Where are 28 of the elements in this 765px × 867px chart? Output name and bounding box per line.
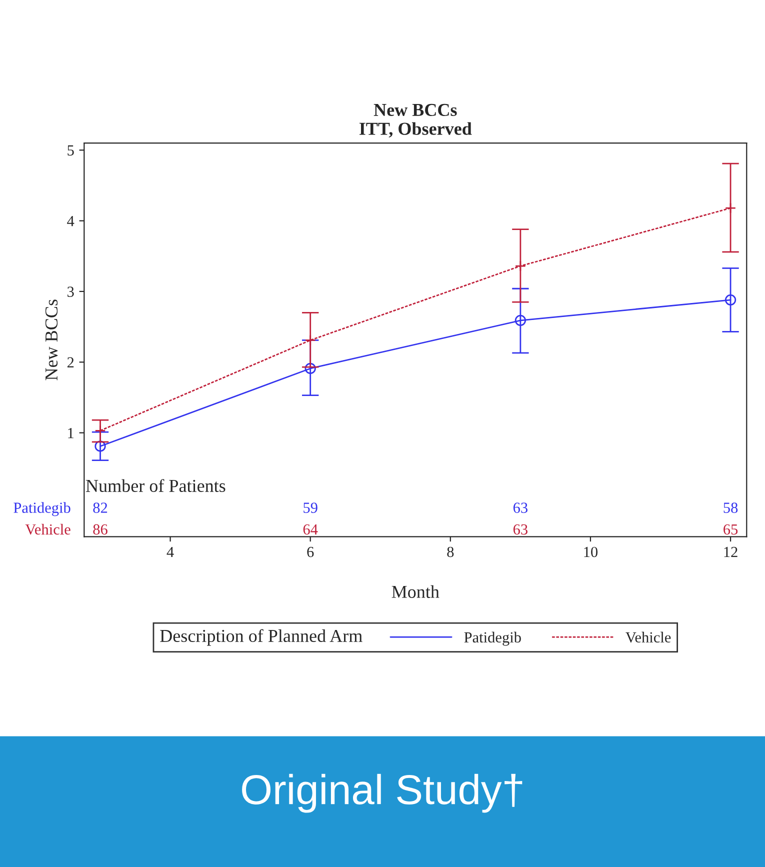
y-tick-label: 3 <box>68 286 74 297</box>
y-tick-label: 4 <box>67 216 74 226</box>
annotation: 82 <box>93 502 108 513</box>
annotation: 65 <box>724 524 738 535</box>
y-tick-label: 2 <box>67 357 74 368</box>
text: Patidegib <box>14 502 70 516</box>
annotation: 63 <box>513 502 528 513</box>
annotation: 64 <box>303 524 318 535</box>
y-tick-label: 5 <box>68 145 74 156</box>
annotation: 59 <box>304 502 318 513</box>
annotation: 86 <box>93 524 108 535</box>
x-tick-label: 6 <box>307 546 314 558</box>
x-axis-title: Month <box>392 585 440 598</box>
legend-label: Patidegib <box>464 632 521 646</box>
annotation: 63 <box>513 524 528 535</box>
text: Vehicle <box>25 524 70 535</box>
x-tick-label: 4 <box>166 546 174 557</box>
annotation: Number of Patients <box>86 479 226 492</box>
legend-title: Description of Planned Arm <box>160 629 362 646</box>
legend-label: Vehicle <box>626 632 671 643</box>
x-tick-label: 10 <box>584 546 598 558</box>
annotation: 58 <box>724 502 738 513</box>
chart-title: New BCCs ITT, Observed <box>359 104 472 138</box>
y-tick-label: 1 <box>68 428 74 438</box>
x-tick-label: 8 <box>447 546 454 558</box>
x-tick-label: 12 <box>724 546 738 557</box>
y-axis-title: New BCCs <box>45 300 58 380</box>
text: Original Study† <box>242 774 522 813</box>
